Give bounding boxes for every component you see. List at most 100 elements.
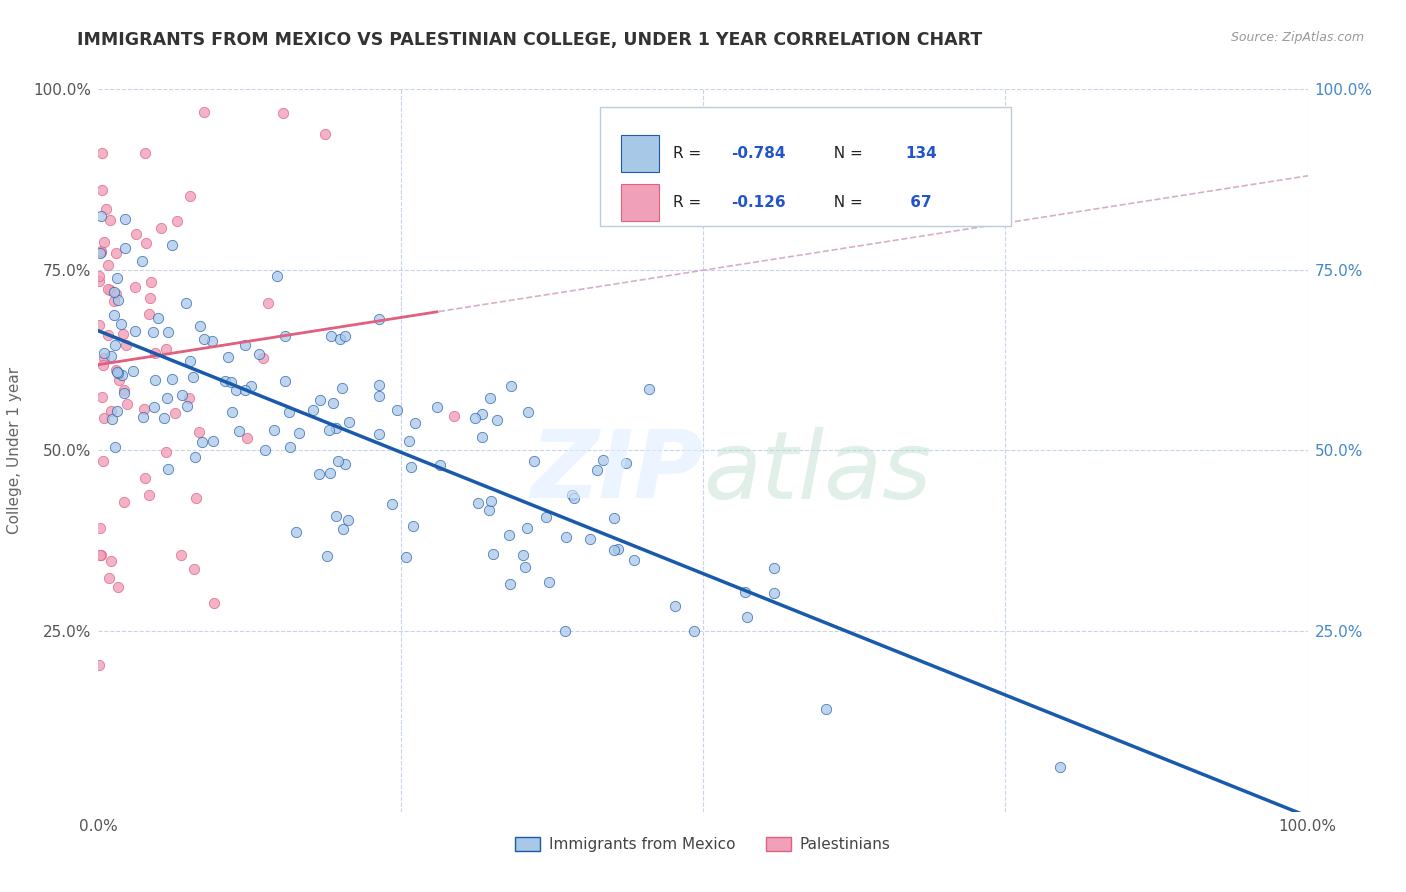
Point bbox=[193, 332, 215, 346]
Text: N =: N = bbox=[824, 146, 868, 161]
Point bbox=[399, 460, 422, 475]
Point bbox=[89, 657, 111, 672]
Point bbox=[97, 327, 120, 342]
Point bbox=[115, 338, 138, 352]
Point bbox=[112, 327, 135, 342]
Point bbox=[247, 347, 270, 361]
Point bbox=[107, 293, 129, 308]
Point bbox=[257, 296, 280, 310]
Point bbox=[104, 362, 127, 376]
Point bbox=[93, 351, 115, 365]
Point bbox=[429, 458, 451, 472]
Point bbox=[368, 426, 391, 441]
Point bbox=[380, 497, 402, 511]
Point bbox=[174, 296, 197, 310]
Point bbox=[228, 425, 250, 439]
Point bbox=[578, 532, 600, 546]
Point bbox=[107, 366, 129, 380]
Point bbox=[179, 353, 201, 368]
Point bbox=[179, 188, 201, 202]
Point bbox=[623, 553, 645, 567]
Text: R =: R = bbox=[672, 195, 706, 211]
Point bbox=[271, 106, 294, 120]
Point bbox=[664, 599, 686, 613]
Point bbox=[337, 415, 360, 429]
Point bbox=[93, 235, 115, 249]
Point bbox=[398, 434, 420, 448]
Point bbox=[138, 307, 160, 321]
Point bbox=[318, 423, 340, 437]
Point bbox=[319, 329, 342, 343]
Point bbox=[240, 379, 263, 393]
Point bbox=[561, 488, 583, 502]
Point bbox=[132, 409, 155, 424]
Point bbox=[155, 445, 177, 459]
Point bbox=[87, 269, 110, 284]
Point bbox=[555, 531, 578, 545]
Point bbox=[328, 454, 350, 468]
Point bbox=[177, 391, 200, 405]
Point bbox=[302, 402, 325, 417]
Point bbox=[105, 270, 128, 285]
Point bbox=[263, 423, 285, 437]
Text: 67: 67 bbox=[905, 195, 932, 211]
Point bbox=[98, 212, 121, 227]
Point bbox=[314, 127, 336, 141]
Point bbox=[308, 467, 330, 481]
Point bbox=[219, 375, 242, 389]
Point bbox=[329, 332, 352, 346]
Point bbox=[225, 383, 247, 397]
Point bbox=[100, 554, 122, 568]
Bar bbox=[621, 184, 659, 221]
FancyBboxPatch shape bbox=[600, 107, 1011, 227]
Point bbox=[104, 287, 127, 301]
Y-axis label: College, Under 1 year: College, Under 1 year bbox=[7, 367, 22, 534]
Point bbox=[139, 275, 162, 289]
Point bbox=[325, 508, 347, 523]
Point bbox=[97, 282, 120, 296]
Point bbox=[155, 342, 177, 356]
Point bbox=[278, 440, 301, 454]
Legend: Immigrants from Mexico, Palestinians: Immigrants from Mexico, Palestinians bbox=[509, 830, 897, 858]
Point bbox=[183, 562, 205, 576]
Point bbox=[103, 293, 125, 308]
Point bbox=[233, 383, 256, 397]
Point bbox=[395, 550, 418, 565]
Point bbox=[603, 511, 626, 525]
Point bbox=[479, 494, 502, 508]
Point bbox=[193, 104, 215, 119]
Point bbox=[337, 513, 360, 527]
Point bbox=[188, 319, 211, 334]
Point bbox=[467, 496, 489, 510]
Point bbox=[163, 406, 186, 420]
Point bbox=[160, 238, 183, 252]
Point bbox=[101, 411, 124, 425]
Point bbox=[157, 326, 180, 340]
Point bbox=[478, 503, 501, 517]
Point bbox=[87, 318, 110, 332]
Text: IMMIGRANTS FROM MEXICO VS PALESTINIAN COLLEGE, UNDER 1 YEAR CORRELATION CHART: IMMIGRANTS FROM MEXICO VS PALESTINIAN CO… bbox=[77, 31, 983, 49]
Point bbox=[319, 466, 342, 480]
Point bbox=[763, 586, 786, 600]
Point bbox=[90, 183, 112, 197]
Point bbox=[107, 581, 129, 595]
Point bbox=[166, 214, 188, 228]
Point bbox=[233, 338, 256, 352]
Point bbox=[134, 145, 156, 160]
Text: atlas: atlas bbox=[703, 426, 931, 517]
Point bbox=[91, 454, 114, 468]
Point bbox=[104, 441, 127, 455]
Point bbox=[523, 454, 546, 468]
Point bbox=[330, 381, 353, 395]
Point bbox=[114, 242, 136, 256]
Point bbox=[478, 392, 501, 406]
Point bbox=[404, 416, 426, 430]
Point bbox=[367, 378, 389, 392]
Point bbox=[201, 334, 224, 349]
Point bbox=[325, 421, 347, 435]
Point bbox=[143, 373, 166, 387]
Point bbox=[181, 370, 204, 384]
Point bbox=[170, 549, 193, 563]
Point bbox=[149, 220, 172, 235]
Point bbox=[606, 541, 628, 556]
